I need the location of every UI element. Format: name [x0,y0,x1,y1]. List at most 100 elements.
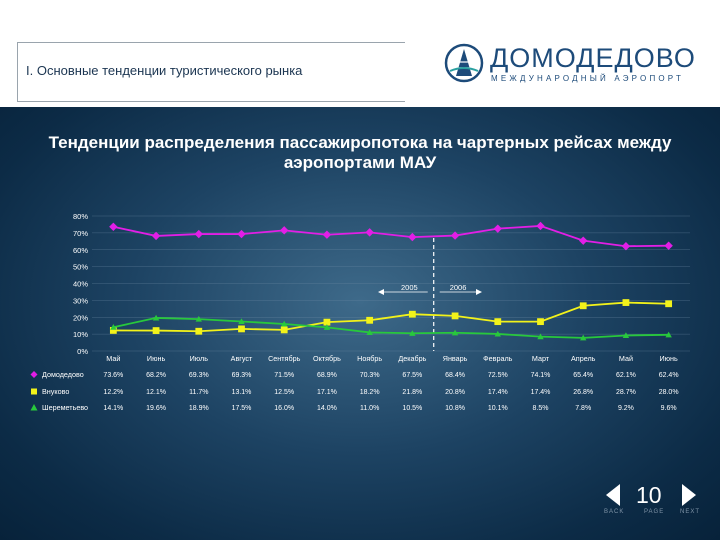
data-label: 17.4% [488,389,508,396]
legend-marker [31,388,37,395]
data-point [493,224,502,233]
data-point [323,324,331,330]
data-label: 72.5% [488,372,508,379]
x-category-label: Июль [190,354,209,363]
data-label: 12.1% [146,389,166,396]
data-label: 11.7% [189,389,208,396]
data-point [109,222,118,231]
data-point [537,318,544,326]
data-label: 28.0% [659,389,679,396]
arrow-right-icon [476,289,482,295]
logo-subtitle: МЕЖДУНАРОДНЫЙ АЭРОПОРТ [491,74,685,83]
x-category-label: Май [106,354,120,363]
data-label: 69.3% [189,372,209,379]
data-point [280,326,288,334]
x-category-label: Февраль [483,354,512,363]
data-label: 70.3% [360,372,380,379]
data-label: 12.5% [274,389,294,396]
back-arrow-icon[interactable] [606,484,620,506]
data-label: 69.3% [232,372,252,379]
series-line [113,225,669,248]
data-label: 9.6% [661,405,677,412]
data-point [152,314,160,321]
y-tick-label: 30% [73,296,88,305]
domodedovo-logo-icon [444,43,484,83]
data-point [579,302,587,310]
x-category-label: Октябрь [313,354,341,363]
x-category-label: Август [231,354,253,363]
data-point [281,320,288,327]
data-point [280,226,289,235]
data-label: 16.0% [274,405,294,412]
legend-series-name: Домодедово [42,370,84,379]
data-label: 28.7% [616,389,636,396]
data-label: 17.5% [232,405,252,412]
y-tick-label: 10% [73,330,88,339]
data-label: 19.6% [146,405,166,412]
legend-marker [30,404,38,411]
data-point [110,324,117,330]
data-point [451,312,459,320]
chart-title: Тенденции распределения пассажиропотока … [48,133,672,172]
data-point [323,318,331,326]
data-point [536,221,545,231]
data-label: 10.8% [445,405,465,412]
x-category-label: Апрель [571,354,596,363]
data-point [665,331,672,338]
data-label: 13.1% [232,389,252,396]
data-label: 73.6% [103,372,123,379]
year-label-2005: 2005 [401,283,418,292]
legend-marker [30,371,38,378]
year-label-2006: 2006 [450,283,467,292]
section-title: I. Основные тенденции туристического рын… [26,63,303,78]
series-line [113,301,669,333]
data-label: 21.8% [402,389,422,396]
x-axis-categories: Май Июнь Июль Август Сентябрь Октябрь Ноябрь Де… [106,354,678,363]
x-category-label: Декабрь [398,354,426,363]
data-label: 18.9% [189,405,209,412]
data-label: 9.2% [618,405,634,412]
nav-page-label: PAGE [644,509,665,515]
x-category-label: Сентябрь [268,354,300,363]
data-label: 17.4% [531,389,551,396]
next-arrow-icon[interactable] [682,484,696,506]
data-point [621,242,631,251]
legend-series-name: Шереметьево [42,403,88,412]
data-point [109,327,117,334]
data-point [194,229,203,239]
x-category-label: Июнь [147,354,166,363]
data-table: Домодедово 73.6% 68.2% 69.3% 69.3% 71.5% 68.9%… [30,370,679,412]
page-number: 10 [636,482,662,508]
data-label: 18.2% [360,389,380,396]
data-label: 12.2% [103,389,123,396]
data-label: 71.5% [274,372,294,379]
header-title-frame [17,42,405,102]
data-label: 7.8% [575,405,591,412]
data-point [195,327,203,335]
x-category-label: Январь [443,354,468,363]
x-category-label: Июнь [660,354,679,363]
data-point [580,334,587,341]
nav-back-label: BACK [604,509,625,515]
legend-series-name: Внуково [42,387,69,396]
data-label: 14.0% [317,405,337,412]
data-point [237,229,246,239]
data-label: 68.4% [445,372,465,379]
data-point [238,318,245,325]
data-point [195,315,202,322]
data-point [622,332,630,339]
data-label: 8.5% [533,405,549,412]
y-tick-label: 70% [73,229,88,238]
data-point [409,330,416,336]
data-point [450,231,460,240]
data-label: 74.1% [531,372,551,379]
series-lines [109,221,673,341]
arrow-left-icon [378,289,384,295]
data-point [322,230,332,239]
data-point [451,329,459,336]
y-tick-label: 60% [73,246,88,255]
x-category-label: Май [619,354,633,363]
data-point [622,299,630,306]
data-label: 62.1% [616,372,636,379]
